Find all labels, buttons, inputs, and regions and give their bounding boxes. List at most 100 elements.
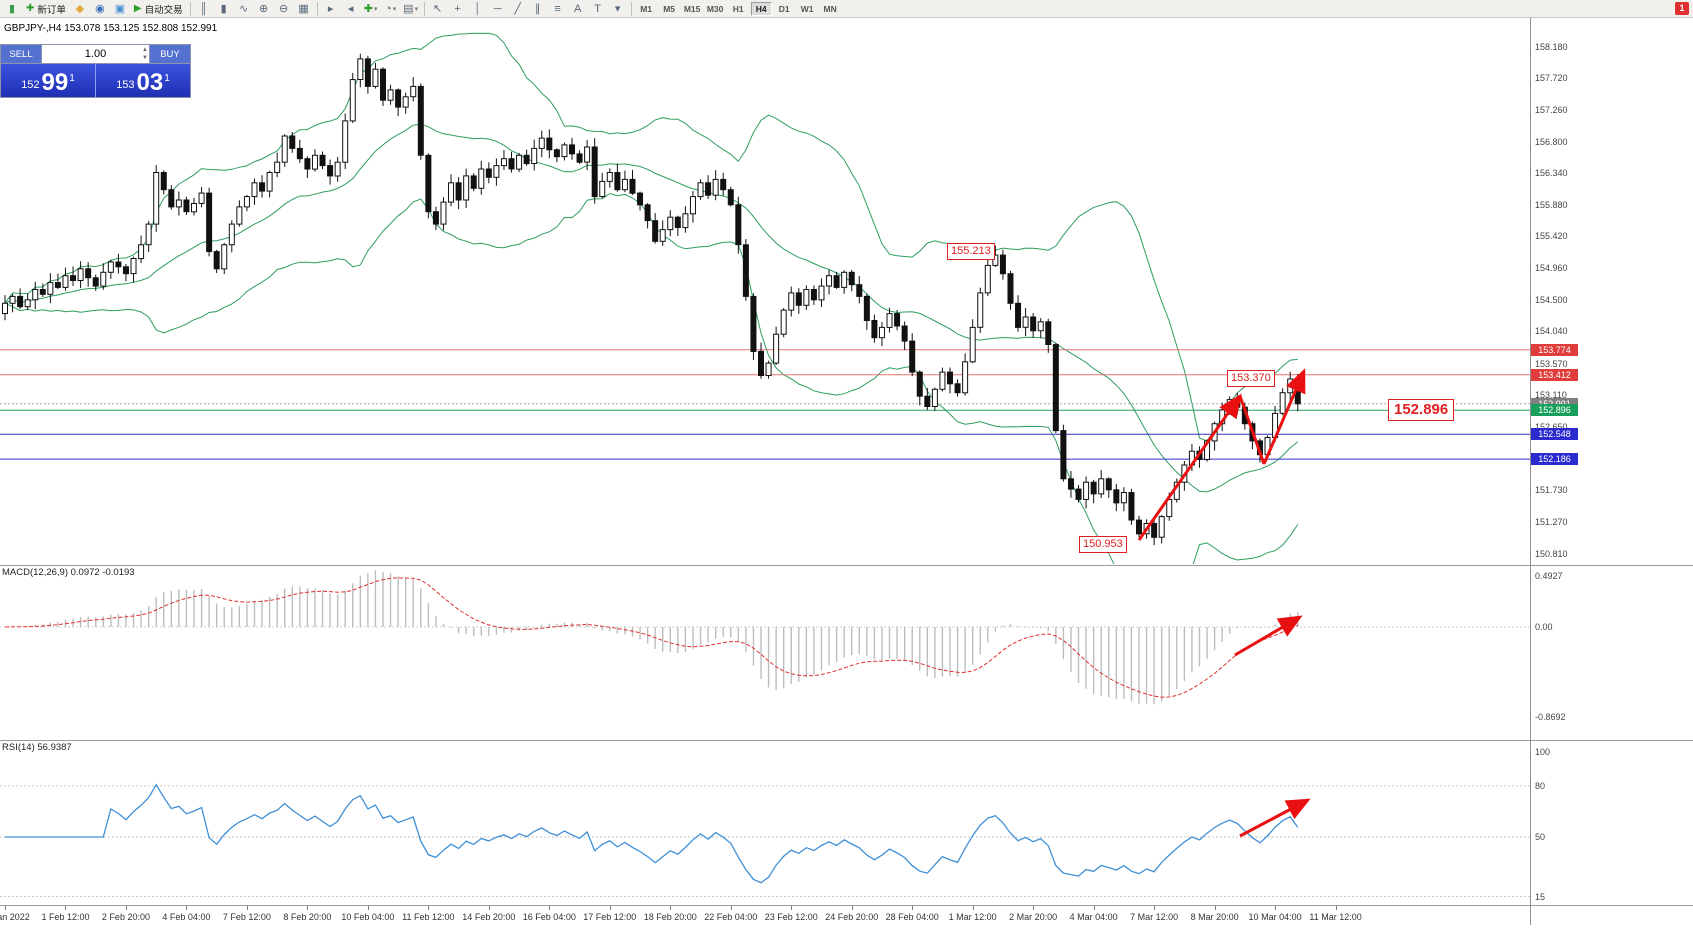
price-tag-152.186: 152.186 [1531, 453, 1578, 466]
bid-prefix: 152 [21, 79, 40, 91]
toolbar-separator [423, 1, 425, 16]
dropdown-arrow-icon: ▾ [373, 5, 378, 13]
bar-chart-icon[interactable]: ║ [199, 2, 208, 15]
new-order-button[interactable]: ✚ 新订单 [22, 1, 70, 17]
macd-panel [0, 570, 1530, 705]
chart-shift-icon[interactable]: ◂ [347, 3, 354, 15]
price-axis-label: 153.570 [1535, 358, 1568, 369]
timeframe-group: M1 M5 M15 M30 H1 H4 D1 W1 MN [635, 1, 842, 16]
ask-prefix: 153 [116, 79, 135, 91]
price-tag-153.412: 153.412 [1531, 368, 1578, 381]
zoom-in-icon[interactable]: ⊕ [259, 3, 269, 15]
rsi-arrow[interactable] [1239, 798, 1311, 838]
lot-size-input[interactable] [42, 45, 149, 63]
price-annotation-150.953[interactable]: 150.953 [1079, 536, 1127, 553]
fibonacci-icon[interactable]: ≡ [554, 2, 561, 15]
text-icon[interactable]: A [573, 2, 582, 15]
time-tick [791, 906, 793, 910]
line-chart-icon[interactable]: ∿ [239, 3, 249, 15]
time-tick [1335, 906, 1337, 910]
timeframe-H1[interactable]: H1 [732, 3, 744, 14]
auto-trading-button[interactable]: ▶ 自动交易 [130, 1, 187, 17]
time-tick [609, 906, 611, 910]
buy-price-button[interactable]: 153 03 1 [95, 64, 190, 97]
time-axis-label: 8 Feb 20:00 [283, 912, 332, 922]
label-icon[interactable]: T [594, 2, 601, 15]
time-tick [246, 906, 248, 910]
macd-arrow[interactable] [1234, 615, 1303, 657]
toolbar-separator [189, 1, 191, 16]
cursor-icon[interactable]: ↖ [433, 3, 443, 15]
rsi-axis-value: 80 [1535, 781, 1546, 791]
terminal-icon[interactable]: ▣ [114, 3, 126, 15]
trend-arrow[interactable] [1238, 395, 1266, 465]
price-axis-label: 151.730 [1535, 485, 1568, 496]
time-axis-label: 1 Mar 12:00 [948, 912, 997, 922]
horizontal-line-icon[interactable]: ─ [493, 2, 502, 15]
price-axis-label: 151.270 [1535, 517, 1568, 528]
trend-arrow[interactable] [1137, 393, 1242, 541]
time-axis-label: 1 Feb 12:00 [41, 912, 90, 922]
indicators-icon[interactable]: ✚ ▾ [363, 3, 378, 15]
time-tick [851, 906, 853, 910]
time-axis-separator [0, 905, 1693, 906]
timeframe-MN[interactable]: MN [823, 3, 837, 14]
community-icon[interactable]: ◉ [95, 3, 105, 15]
lot-spinner[interactable]: ▲ ▼ [142, 47, 148, 61]
price-axis-label: 158.180 [1535, 41, 1568, 52]
time-tick [125, 906, 127, 910]
templates-icon[interactable]: ▤ ▾ [403, 3, 419, 15]
macd-panel-separator[interactable] [0, 565, 1693, 566]
candlestick-chart-icon[interactable]: ▮ [8, 3, 16, 15]
shapes-icon[interactable]: ▾ [614, 3, 621, 15]
notification-badge[interactable]: 1 [1675, 2, 1689, 15]
time-axis-label: 10 Mar 04:00 [1248, 912, 1302, 922]
crosshair-icon[interactable]: + [454, 2, 461, 15]
periods-icon[interactable]: ◔ ▾ [385, 2, 397, 15]
price-axis-label: 156.800 [1535, 136, 1568, 147]
sell-button[interactable]: SELL [1, 45, 41, 63]
timeframe-W1[interactable]: W1 [800, 3, 814, 14]
candle-chart-icon[interactable]: ▮ [220, 3, 227, 15]
trendline-icon[interactable]: ╱ [514, 3, 521, 15]
price-tag-152.548: 152.548 [1531, 428, 1578, 441]
time-axis-label: 11 Feb 12:00 [402, 912, 455, 922]
time-axis-label: 7 Feb 12:00 [222, 912, 271, 922]
zoom-out-icon[interactable]: ⊖ [279, 3, 289, 15]
lot-size-field: ▲▼ [41, 45, 150, 63]
price-axis-separator [1530, 18, 1531, 925]
time-tick [307, 906, 309, 910]
time-axis-label: 4 Mar 04:00 [1069, 912, 1118, 922]
price-axis-label: 154.500 [1535, 294, 1568, 305]
timeframe-M5[interactable]: M5 [663, 3, 676, 14]
channel-icon[interactable]: ∥ [534, 3, 541, 15]
trend-arrow[interactable] [1262, 368, 1306, 465]
rsi-panel-separator[interactable] [0, 740, 1693, 741]
vertical-line-icon[interactable]: │ [474, 2, 482, 15]
timeframe-D1[interactable]: D1 [778, 3, 790, 14]
time-axis-label: 4 Feb 04:00 [162, 912, 211, 922]
timeframe-H4[interactable]: H4 [750, 1, 772, 16]
timeframe-M15[interactable]: M15 [683, 3, 701, 14]
time-axis-label: 22 Feb 04:00 [704, 912, 758, 922]
tile-windows-icon[interactable]: ▦ [298, 3, 309, 15]
price-annotation-153.370[interactable]: 153.370 [1227, 370, 1275, 387]
sell-price-button[interactable]: 152 99 1 [1, 64, 95, 97]
ask-pip-digit: 1 [164, 73, 170, 84]
timeframe-M30[interactable]: M30 [706, 3, 724, 14]
time-axis-label: 7 Mar 12:00 [1130, 912, 1179, 922]
price-annotation-155.213[interactable]: 155.213 [947, 243, 995, 260]
time-tick [488, 906, 490, 910]
time-axis-label: 31 Jan 2022 [0, 912, 30, 922]
timeframe-M1[interactable]: M1 [640, 3, 653, 14]
time-tick [1093, 906, 1095, 910]
time-axis-label: 24 Feb 20:00 [825, 912, 879, 922]
auto-scroll-icon[interactable]: ▸ [327, 3, 334, 15]
rsi-panel [0, 783, 1530, 897]
time-tick [670, 906, 672, 910]
ask-big-digits: 03 [136, 69, 164, 96]
mql-market-icon[interactable]: ◆ [75, 3, 85, 15]
buy-button[interactable]: BUY [150, 45, 190, 63]
price-annotation-152.896[interactable]: 152.896 [1388, 399, 1455, 421]
